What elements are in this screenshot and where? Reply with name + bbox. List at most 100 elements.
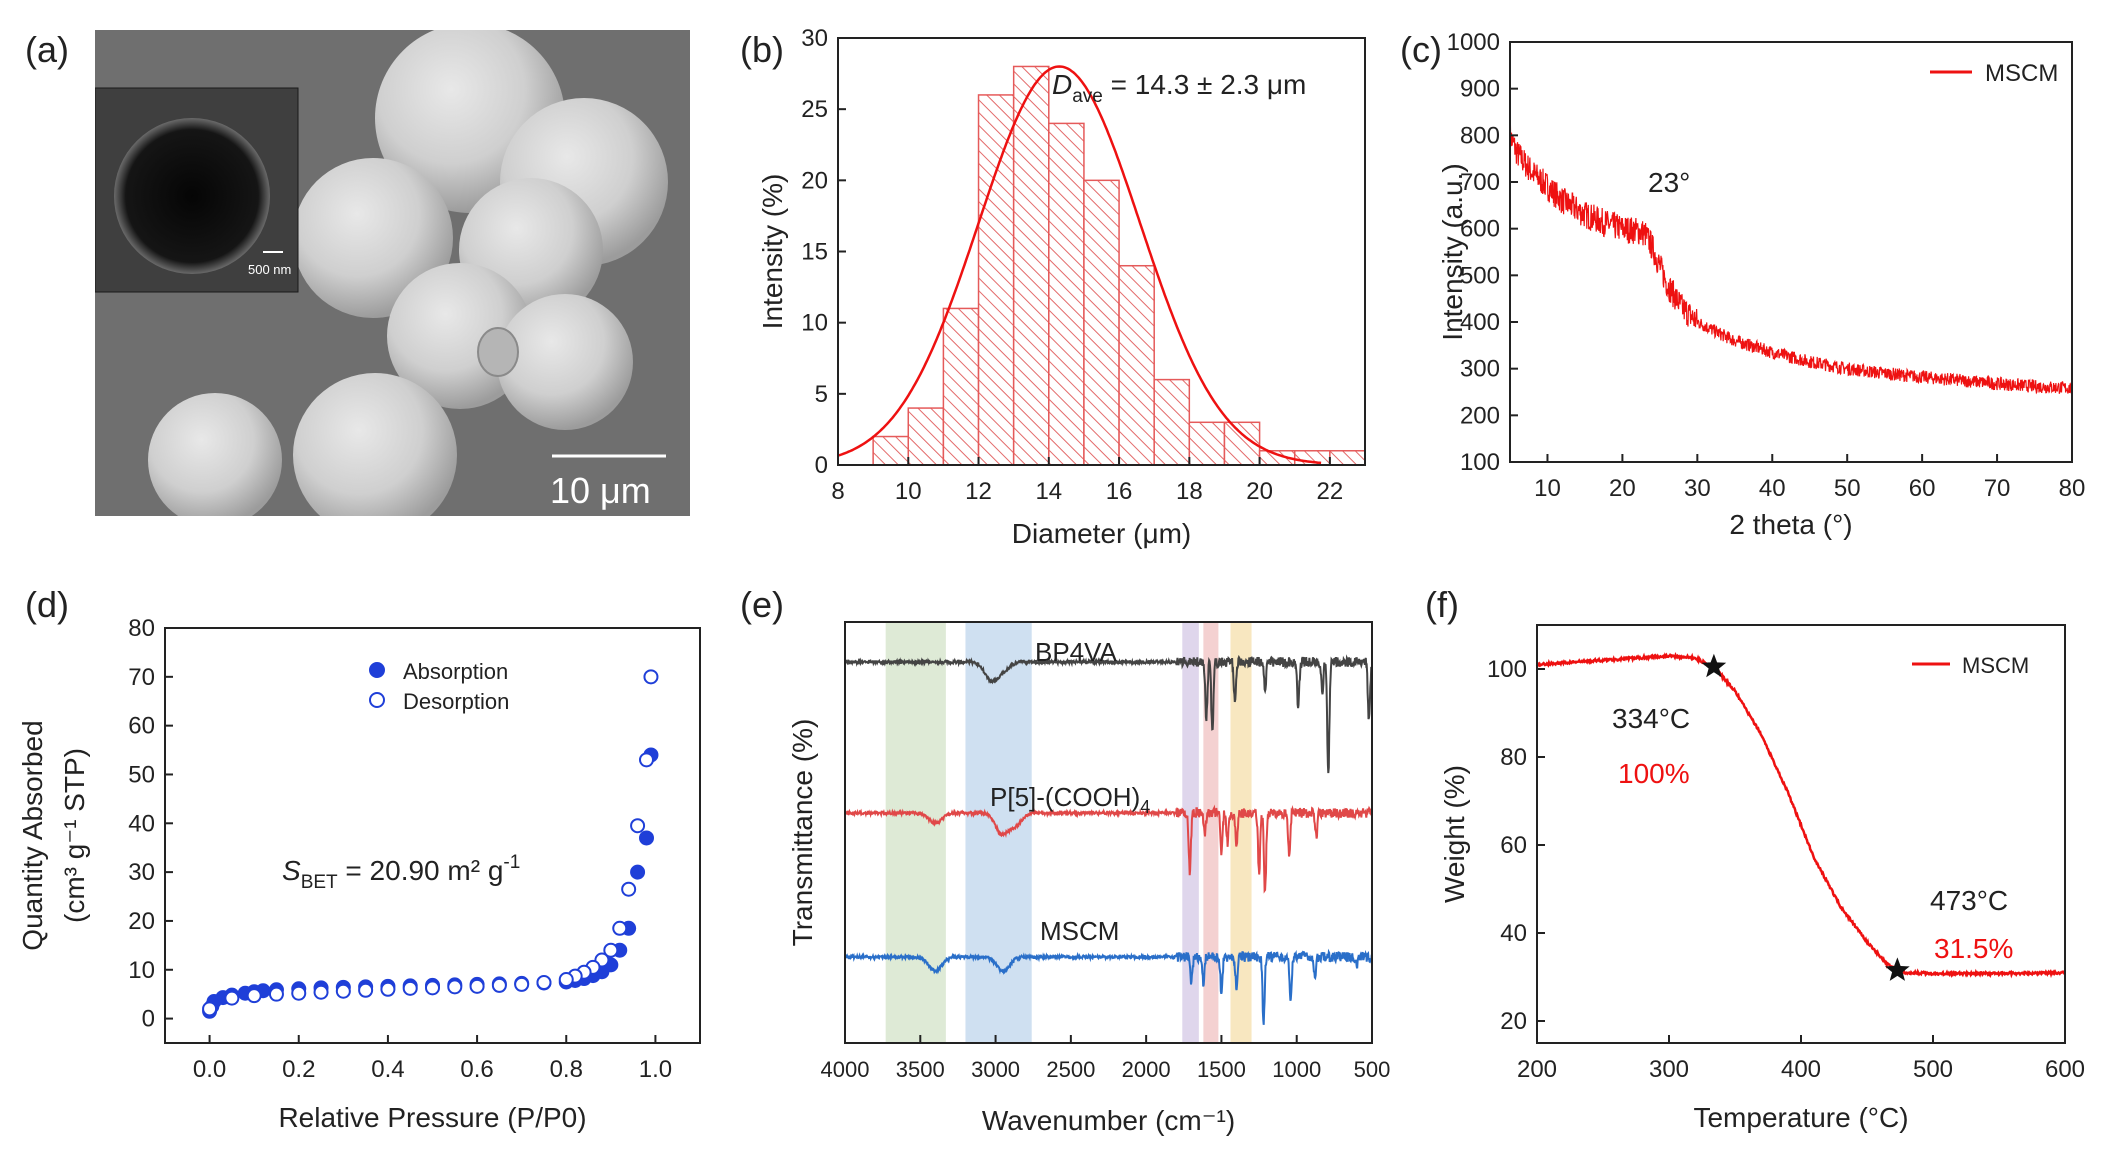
desorption-point <box>380 981 396 997</box>
histogram-bar <box>1188 421 1226 466</box>
histogram-bar <box>1012 65 1050 466</box>
x-tick-label: 1.0 <box>639 1056 672 1083</box>
star-marker <box>1885 957 1910 981</box>
desorption-point <box>358 982 374 998</box>
x-tick-label: 4000 <box>821 1057 870 1082</box>
onset-temp-label: 334°C <box>1612 703 1690 734</box>
spectrum-label: P[5]-(COOH)4 <box>990 782 1150 817</box>
y-axis-label: Intensity (a.u.) <box>1437 163 1468 340</box>
ftir-spectrum-line <box>844 804 1373 894</box>
y-tick-label: 50 <box>128 761 155 788</box>
scalebar-label: 10 μm <box>550 470 651 511</box>
x-tick-label: 0.8 <box>550 1056 583 1083</box>
x-tick-label: 0.0 <box>193 1056 226 1083</box>
y-tick-label: 200 <box>1460 402 1500 429</box>
plot-frame <box>1536 624 2066 1044</box>
y-tick-label: 600 <box>1460 216 1500 243</box>
panel-d: (d) 0.0 0.2 0.4 0.6 0.8 1.0 0 10 20 30 40 50 60 70 80 R… <box>17 584 701 1133</box>
desorption-point <box>469 978 485 994</box>
x-axis-label: Wavenumber (cm⁻¹) <box>982 1105 1235 1136</box>
tga-chart: 200 300 400 500 600 20 40 60 80 100 Temperature (°… <box>1439 624 2085 1133</box>
x-tick-label: 500 <box>1913 1056 1953 1083</box>
histogram-chart: 8 10 12 14 16 18 20 22 0 5 10 15 20 25 30 Diameter (μm)… <box>757 25 1366 549</box>
y-tick-label: 20 <box>801 167 828 194</box>
x-axis-label: 2 theta (°) <box>1729 509 1852 540</box>
y-axis-label: Quantity Absorbed <box>17 720 48 950</box>
histogram-bar <box>1329 450 1366 466</box>
histogram-bar <box>872 435 910 466</box>
y-tick-label: 40 <box>1500 920 1527 947</box>
x-tick-label: 16 <box>1106 478 1133 505</box>
desorption-point <box>491 977 507 993</box>
x-tick-label: 40 <box>1759 475 1786 502</box>
desorption-point <box>246 988 262 1004</box>
legend-label: MSCM <box>1985 60 2058 87</box>
x-tick-label: 10 <box>1534 475 1561 502</box>
desorption-point <box>612 920 628 936</box>
legend-label: Absorption <box>403 659 508 684</box>
absorption-point <box>639 830 654 846</box>
ftir-spectrum-line <box>844 948 1373 1025</box>
panel-c: (c) 10 20 30 40 50 60 70 80 100 200 300 400 500 600 70… <box>1400 29 2085 540</box>
plot-frame <box>164 627 701 1044</box>
y-tick-label: 100 <box>1487 656 1527 683</box>
x-tick-label: 18 <box>1176 478 1203 505</box>
x-tick-label: 1500 <box>1197 1057 1246 1082</box>
y-tick-label: 10 <box>128 957 155 984</box>
histogram-bar <box>1118 264 1155 466</box>
absorption-point <box>630 864 646 880</box>
y-tick-label: 25 <box>801 96 828 123</box>
x-axis-label: Temperature (°C) <box>1693 1102 1908 1133</box>
x-tick-label: 2500 <box>1046 1057 1095 1082</box>
x-tick-label: 400 <box>1781 1056 1821 1083</box>
x-tick-label: 14 <box>1035 478 1062 505</box>
gaussian-fit-line <box>837 65 1322 465</box>
y-tick-label: 60 <box>1500 832 1527 859</box>
panel-d-label: (d) <box>25 584 69 625</box>
hollow-sphere <box>114 118 270 274</box>
microsphere <box>148 393 282 516</box>
legend-label: MSCM <box>1962 653 2029 678</box>
y-tick-label: 60 <box>128 713 155 740</box>
y-tick-label: 1000 <box>1447 29 1500 56</box>
y-tick-label: 10 <box>801 310 828 337</box>
peak-annotation: 23° <box>1648 167 1690 198</box>
desorption-point <box>224 990 240 1006</box>
x-tick-label: 22 <box>1317 478 1344 505</box>
y-tick-label: 40 <box>128 810 155 837</box>
microsphere <box>293 158 453 318</box>
y-axis-label: Weight (%) <box>1439 765 1470 903</box>
legend-marker-desorption <box>369 692 385 708</box>
desorption-point <box>425 980 440 996</box>
desorption-point <box>643 669 659 685</box>
y-tick-label: 500 <box>1460 262 1500 289</box>
y-tick-label: 20 <box>1500 1008 1527 1035</box>
y-tick-label: 70 <box>128 664 155 691</box>
x-tick-label: 600 <box>2045 1056 2085 1083</box>
desorption-point <box>630 818 646 834</box>
y-tick-label: 300 <box>1460 356 1500 383</box>
y-tick-label: 30 <box>801 25 828 52</box>
desorption-point <box>291 985 307 1001</box>
x-tick-label: 30 <box>1684 475 1711 502</box>
x-axis-label: Diameter (μm) <box>1012 518 1191 549</box>
desorption-point <box>621 881 637 897</box>
desorption-point <box>313 984 329 1000</box>
panel-b: (b) 8 10 12 14 16 18 20 22 0 5 10 15 20 25 30 Diameter … <box>740 25 1366 549</box>
panel-a: (a) 500 nm 10 μm <box>25 29 690 516</box>
x-tick-label: 10 <box>895 478 922 505</box>
y-tick-label: 30 <box>128 859 155 886</box>
sem-image: 500 nm 10 μm <box>95 30 690 516</box>
y-tick-label: 5 <box>815 381 828 408</box>
plot-frame <box>844 621 1373 1044</box>
y-tick-label: 0 <box>142 1006 155 1033</box>
microsphere <box>497 294 633 430</box>
y-tick-label: 0 <box>815 452 828 479</box>
xrd-chart: 10 20 30 40 50 60 70 80 100 200 300 400 500 600 700 800… <box>1437 29 2085 540</box>
x-tick-label: 1000 <box>1272 1057 1321 1082</box>
desorption-point <box>202 1001 218 1017</box>
panel-f-label: (f) <box>1425 584 1459 625</box>
x-tick-label: 3500 <box>896 1057 945 1082</box>
y-tick-label: 20 <box>128 908 155 935</box>
